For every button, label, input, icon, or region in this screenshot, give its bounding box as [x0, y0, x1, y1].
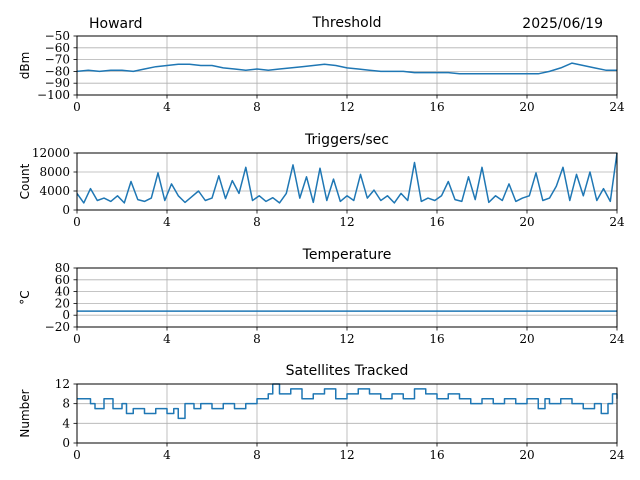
triggers-xtick-label: 8: [253, 215, 261, 229]
satellites-xtick-label: 4: [163, 448, 171, 462]
temperature-xtick-label: 24: [609, 332, 625, 346]
satellites-xtick-label: 12: [339, 448, 354, 462]
station-name: Howard: [89, 16, 143, 32]
temperature-xtick-label: 12: [339, 332, 354, 346]
triggers-ylabel: Count: [18, 163, 32, 199]
temperature-xtick-label: 4: [163, 332, 171, 346]
threshold-title: Threshold: [312, 15, 382, 31]
temperature-ytick-label: −20: [45, 320, 70, 334]
threshold-ytick-label: −60: [45, 41, 70, 55]
temperature-ytick-label: 80: [55, 261, 70, 275]
date-label: 2025/06/19: [522, 16, 603, 32]
threshold-ytick-label: −90: [45, 76, 70, 90]
triggers-series-line: [76, 152, 618, 204]
satellites-xtick-label: 16: [429, 448, 444, 462]
triggers-xtick-label: 4: [163, 215, 171, 229]
threshold-xtick-label: 12: [339, 100, 354, 114]
satellites-title: Satellites Tracked: [286, 363, 409, 379]
satellites-ytick-label: 0: [62, 436, 70, 450]
triggers-ytick-label: 0: [62, 203, 70, 217]
threshold-panel: 0 4 8 12 16 20 24 −100−90−80−70−60−50 Threshold d…: [18, 15, 625, 114]
temperature-xtick-label: 20: [519, 332, 534, 346]
triggers-ytick-label: 4000: [39, 184, 70, 198]
triggers-xtick-label: 16: [429, 215, 444, 229]
satellites-xtick-label: 20: [519, 448, 534, 462]
threshold-ytick-label: −100: [37, 88, 70, 102]
threshold-series-line: [76, 62, 617, 75]
threshold-ytick-label: −70: [45, 53, 70, 67]
temperature-xtick-label: 0: [73, 332, 81, 346]
threshold-ytick-label: −50: [45, 29, 70, 43]
satellites-series-line: [77, 383, 618, 420]
threshold-xtick-label: 0: [73, 100, 81, 114]
triggers-xtick-label: 12: [339, 215, 354, 229]
threshold-ytick-label: −80: [45, 64, 70, 78]
temperature-ytick-label: 60: [55, 273, 70, 287]
satellites-xtick-label: 8: [253, 448, 261, 462]
satellites-ytick-label: 8: [62, 397, 70, 411]
triggers-xtick-label: 0: [73, 215, 81, 229]
threshold-xtick-label: 24: [609, 100, 625, 114]
threshold-xtick-label: 20: [519, 100, 534, 114]
temperature-ytick-label: 40: [55, 285, 70, 299]
satellites-xtick-label: 0: [73, 448, 81, 462]
triggers-ytick-label: 12000: [32, 146, 70, 160]
satellites-panel: 0 4 8 12 16 20 24 0 4 8 12 Satellites Tracked Number: [18, 363, 625, 462]
temperature-xtick-label: 8: [253, 332, 261, 346]
satellites-ytick-label: 12: [55, 377, 70, 391]
triggers-ytick-label: 8000: [39, 165, 70, 179]
satellites-ylabel: Number: [18, 389, 32, 437]
triggers-xtick-label: 24: [609, 215, 625, 229]
threshold-xtick-label: 4: [163, 100, 171, 114]
triggers-title: Triggers/sec: [304, 132, 389, 148]
temperature-ytick-label: 20: [55, 296, 70, 310]
triggers-panel: 0 4 8 12 16 20 24 0 4000 8000 12000 Triggers/sec Cou…: [18, 132, 625, 229]
temperature-ylabel: °C: [18, 290, 32, 304]
satellites-ytick-label: 4: [62, 416, 70, 430]
satellites-xtick-label: 24: [609, 448, 625, 462]
threshold-ylabel: dBm: [18, 52, 32, 80]
triggers-xtick-label: 20: [519, 215, 534, 229]
temperature-ytick-label: 0: [62, 308, 70, 322]
threshold-xtick-label: 8: [253, 100, 261, 114]
temperature-title: Temperature: [302, 247, 392, 263]
threshold-xtick-label: 16: [429, 100, 444, 114]
temperature-xtick-label: 16: [429, 332, 444, 346]
